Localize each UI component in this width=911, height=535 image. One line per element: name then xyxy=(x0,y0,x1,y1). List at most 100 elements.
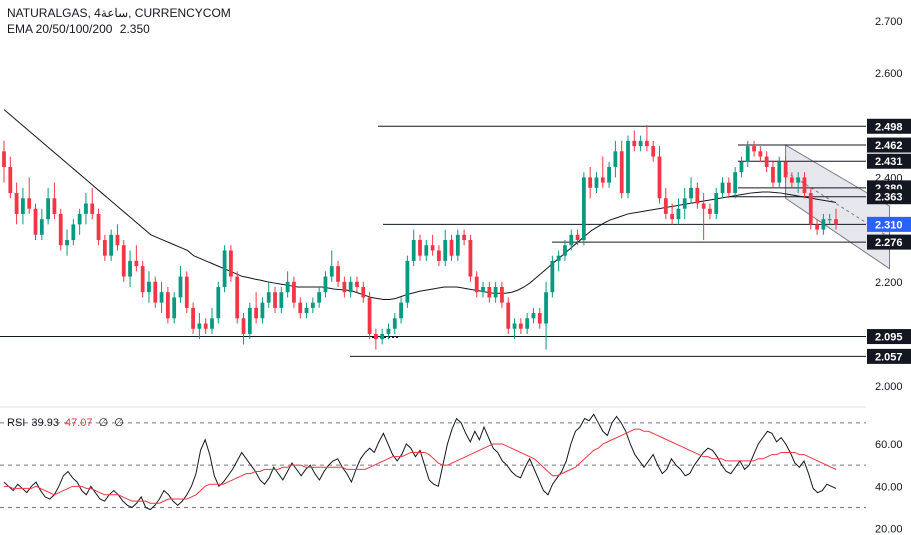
candle-body xyxy=(487,286,492,298)
candle xyxy=(657,146,662,204)
candle xyxy=(58,208,63,251)
candle xyxy=(651,140,656,162)
candle xyxy=(695,182,700,209)
candle-body xyxy=(821,219,826,230)
candle xyxy=(771,161,775,188)
badge-label: 2.363 xyxy=(875,192,903,204)
candle xyxy=(600,156,605,188)
candle xyxy=(789,172,794,188)
candle xyxy=(134,245,139,272)
candle-body xyxy=(771,166,775,183)
candle xyxy=(745,140,750,167)
candle xyxy=(594,172,599,194)
candle xyxy=(569,229,574,251)
candle xyxy=(739,156,744,178)
candle xyxy=(518,318,523,334)
badge-background xyxy=(867,189,911,205)
candle-body xyxy=(462,234,467,241)
candle-body xyxy=(657,156,662,199)
rsi-null-2: ∅ xyxy=(114,417,124,429)
badge-label: 2.431 xyxy=(875,156,903,168)
candle-body xyxy=(815,224,819,230)
candle xyxy=(563,240,567,261)
rsi-label: RSI xyxy=(7,417,26,429)
candle-body xyxy=(613,151,618,167)
badge-background xyxy=(867,329,911,345)
candle-body xyxy=(109,234,114,256)
badge-background xyxy=(867,216,911,232)
candle-body xyxy=(90,203,95,214)
candle-body xyxy=(380,333,385,340)
candle-body xyxy=(745,146,750,162)
ema-legend[interactable]: EMA 20/50/100/200 2.350 xyxy=(7,22,150,36)
candle xyxy=(764,151,769,173)
candle xyxy=(708,203,712,220)
candle xyxy=(802,172,807,199)
price-level-badge: 2.498 xyxy=(867,118,911,134)
candle xyxy=(386,323,391,340)
candle xyxy=(544,281,548,350)
price-level-badge: 2.363 xyxy=(867,189,911,205)
candle xyxy=(39,208,44,241)
candle-body xyxy=(361,286,366,298)
candle xyxy=(487,281,492,303)
candle xyxy=(292,276,296,308)
candle-body xyxy=(594,177,599,188)
candle-body xyxy=(758,151,763,157)
candle xyxy=(254,292,259,324)
candle xyxy=(153,276,158,308)
candle-body xyxy=(266,292,271,303)
candle xyxy=(525,313,530,334)
rsi-legend[interactable]: RSI 39.93 47.07 ∅ ∅ xyxy=(7,416,124,429)
badge-background xyxy=(867,137,911,153)
candle-body xyxy=(235,276,240,319)
candle-body xyxy=(229,250,233,277)
price-levels xyxy=(0,125,866,357)
candle-body xyxy=(197,323,202,329)
candle xyxy=(71,219,76,246)
candle-body xyxy=(468,240,473,277)
rsi-lines xyxy=(3,413,837,511)
candle xyxy=(2,140,6,183)
candle-body xyxy=(2,151,6,167)
candle-body xyxy=(52,198,57,214)
candle-body xyxy=(39,219,44,235)
rsi-axis[interactable]: 60.00 40.00 20.00 xyxy=(875,439,903,535)
candle xyxy=(14,182,19,225)
candle-body xyxy=(575,234,580,241)
candle-body xyxy=(619,151,624,194)
candle-body xyxy=(373,333,378,340)
candle xyxy=(203,318,208,334)
candle-body xyxy=(102,240,107,256)
candle-body xyxy=(216,286,221,319)
candle xyxy=(834,208,838,230)
candle xyxy=(613,140,618,178)
candle xyxy=(121,240,126,282)
candle-body xyxy=(518,323,523,329)
candle xyxy=(733,166,738,199)
candle-body xyxy=(254,307,259,319)
candle xyxy=(468,234,473,282)
candle-body xyxy=(626,140,630,194)
candle-body xyxy=(550,260,555,293)
candle xyxy=(273,286,277,314)
candle xyxy=(607,161,611,188)
candle xyxy=(102,234,107,261)
candle-body xyxy=(493,286,498,298)
candle-body xyxy=(317,292,322,303)
candle-body xyxy=(676,208,681,220)
candle-body xyxy=(147,281,151,293)
price-level-badge: 2.431 xyxy=(867,153,911,169)
candle xyxy=(109,229,114,261)
candle xyxy=(380,328,385,345)
candle-body xyxy=(752,146,756,152)
candle xyxy=(418,234,422,261)
candle xyxy=(229,245,233,282)
candle-body xyxy=(796,177,801,183)
candle-body xyxy=(708,208,712,214)
candle xyxy=(449,234,454,261)
candle xyxy=(556,250,561,272)
candle-body xyxy=(537,313,542,324)
candle-body xyxy=(355,281,359,287)
